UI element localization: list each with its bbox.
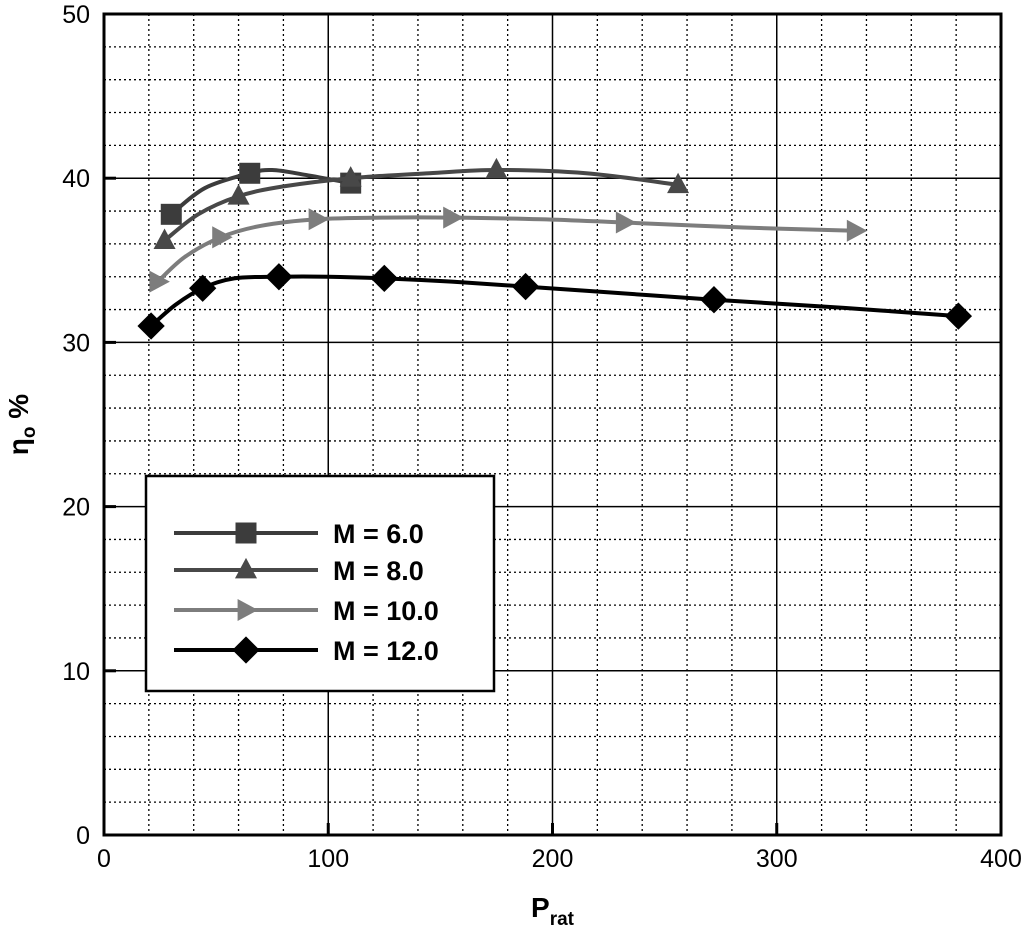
x-axis-label-main: P (531, 892, 550, 923)
x-axis-label: Prat (531, 892, 575, 926)
y-axis-label: ηo % (3, 394, 40, 455)
y-tick-label: 20 (62, 494, 90, 522)
legend-box (144, 474, 496, 693)
triangle-right-marker (615, 211, 637, 234)
triangle-marker (339, 166, 362, 187)
x-tick-label: 100 (307, 845, 349, 873)
series-2 (149, 206, 868, 293)
square-marker (160, 203, 182, 225)
x-tick-label: 200 (532, 845, 574, 873)
legend-label: M = 12.0 (333, 636, 439, 666)
legend-item: M = 12.0 (174, 636, 439, 666)
triangle-marker (227, 184, 250, 205)
tick-labels: 0 100 200 300 400 0 10 20 30 40 50 (62, 1, 1022, 873)
triangle-right-marker (443, 206, 464, 229)
y-axis-label-suffix: % (3, 394, 34, 427)
minor-grid (104, 14, 1001, 835)
triangle-marker (234, 557, 258, 579)
diamond-marker (944, 302, 973, 330)
x-tick-label: 300 (756, 845, 798, 873)
legend-label: M = 10.0 (333, 596, 439, 626)
diamond-marker (265, 263, 293, 291)
y-tick-label: 50 (62, 1, 90, 29)
diamond-marker (511, 272, 540, 301)
series-0 (160, 162, 362, 225)
x-tick-label: 400 (980, 845, 1022, 873)
triangle-right-marker (308, 208, 330, 231)
legend-items: M = 6.0 M = 8.0 M = 10.0 M = 12.0 (174, 519, 439, 666)
diamond-marker (137, 312, 165, 340)
square-marker (235, 522, 257, 544)
triangle-marker (153, 228, 176, 249)
y-tick-label: 40 (62, 165, 90, 193)
diamond-marker (232, 636, 260, 664)
y-tick-label: 0 (76, 822, 90, 850)
y-axis-label-sub: o (19, 426, 40, 438)
series-line (149, 274, 961, 328)
series-layer (137, 157, 973, 340)
axis-ticks (102, 12, 1003, 837)
legend-item: M = 8.0 (174, 556, 424, 586)
series-3 (137, 263, 973, 340)
triangle-right-marker (149, 270, 170, 293)
y-axis-label-main: η (3, 438, 34, 455)
triangle-marker (667, 172, 690, 194)
series-line (162, 167, 681, 243)
y-tick-label: 10 (62, 658, 90, 686)
legend-item: M = 6.0 (174, 519, 424, 549)
legend-label: M = 6.0 (333, 519, 424, 549)
series-line (155, 215, 858, 284)
x-tick-label: 0 (97, 845, 111, 873)
legend-item: M = 10.0 (174, 596, 439, 626)
triangle-right-marker (846, 219, 868, 242)
triangle-marker (485, 157, 508, 179)
diamond-marker (700, 286, 728, 314)
diamond-marker (189, 274, 217, 302)
triangle-right-marker (237, 598, 259, 622)
y-tick-label: 30 (62, 329, 90, 357)
series-line (169, 167, 353, 217)
series-1 (153, 157, 690, 249)
square-marker (239, 162, 261, 184)
triangle-right-marker (212, 226, 233, 249)
legend: M = 6.0 M = 8.0 M = 10.0 M = 12.0 (144, 474, 496, 693)
x-axis-label-sub: rat (550, 909, 575, 926)
diamond-marker (370, 264, 398, 293)
legend-label: M = 8.0 (333, 556, 424, 586)
